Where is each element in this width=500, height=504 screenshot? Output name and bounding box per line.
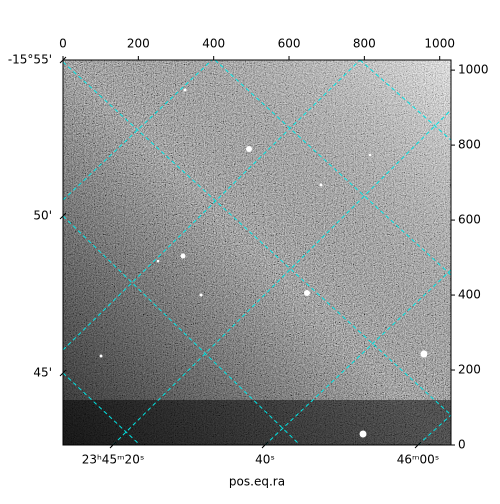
- y-tick-label: 1000: [458, 63, 489, 77]
- ra-tick-label: 23ʰ45ᵐ20ˢ: [82, 453, 145, 467]
- y-tick-label: 400: [458, 288, 481, 302]
- ra-tick-label: 46ᵐ00ˢ: [397, 453, 440, 467]
- x-tick-label: 1000: [424, 37, 455, 51]
- ra-tick: [414, 441, 422, 449]
- dec-tick-label: 45': [33, 366, 52, 380]
- sky-image: [63, 60, 451, 445]
- x-tick-label: 0: [59, 37, 67, 51]
- frame: [62, 59, 452, 446]
- y-tick-label: 800: [458, 138, 481, 152]
- dec-tick-label: -15°55': [8, 53, 52, 67]
- dec-tick-label: 50': [33, 209, 52, 223]
- x-axis-label: pos.eq.ra: [229, 475, 285, 489]
- dec-tick: [59, 56, 67, 64]
- y-tick-label: 200: [458, 363, 481, 377]
- x-tick-label: 800: [353, 37, 376, 51]
- y-tick-label: 600: [458, 213, 481, 227]
- dec-tick: [59, 212, 67, 220]
- x-tick-label: 200: [127, 37, 150, 51]
- dec-tick: [59, 369, 67, 377]
- ra-tick-label: 40ˢ: [255, 453, 275, 467]
- coordinate-grid: [63, 60, 451, 445]
- x-tick-label: 400: [202, 37, 225, 51]
- x-tick-label: 600: [278, 37, 301, 51]
- ra-tick: [261, 441, 269, 449]
- ra-tick: [109, 441, 117, 449]
- y-tick-label: 0: [458, 438, 466, 452]
